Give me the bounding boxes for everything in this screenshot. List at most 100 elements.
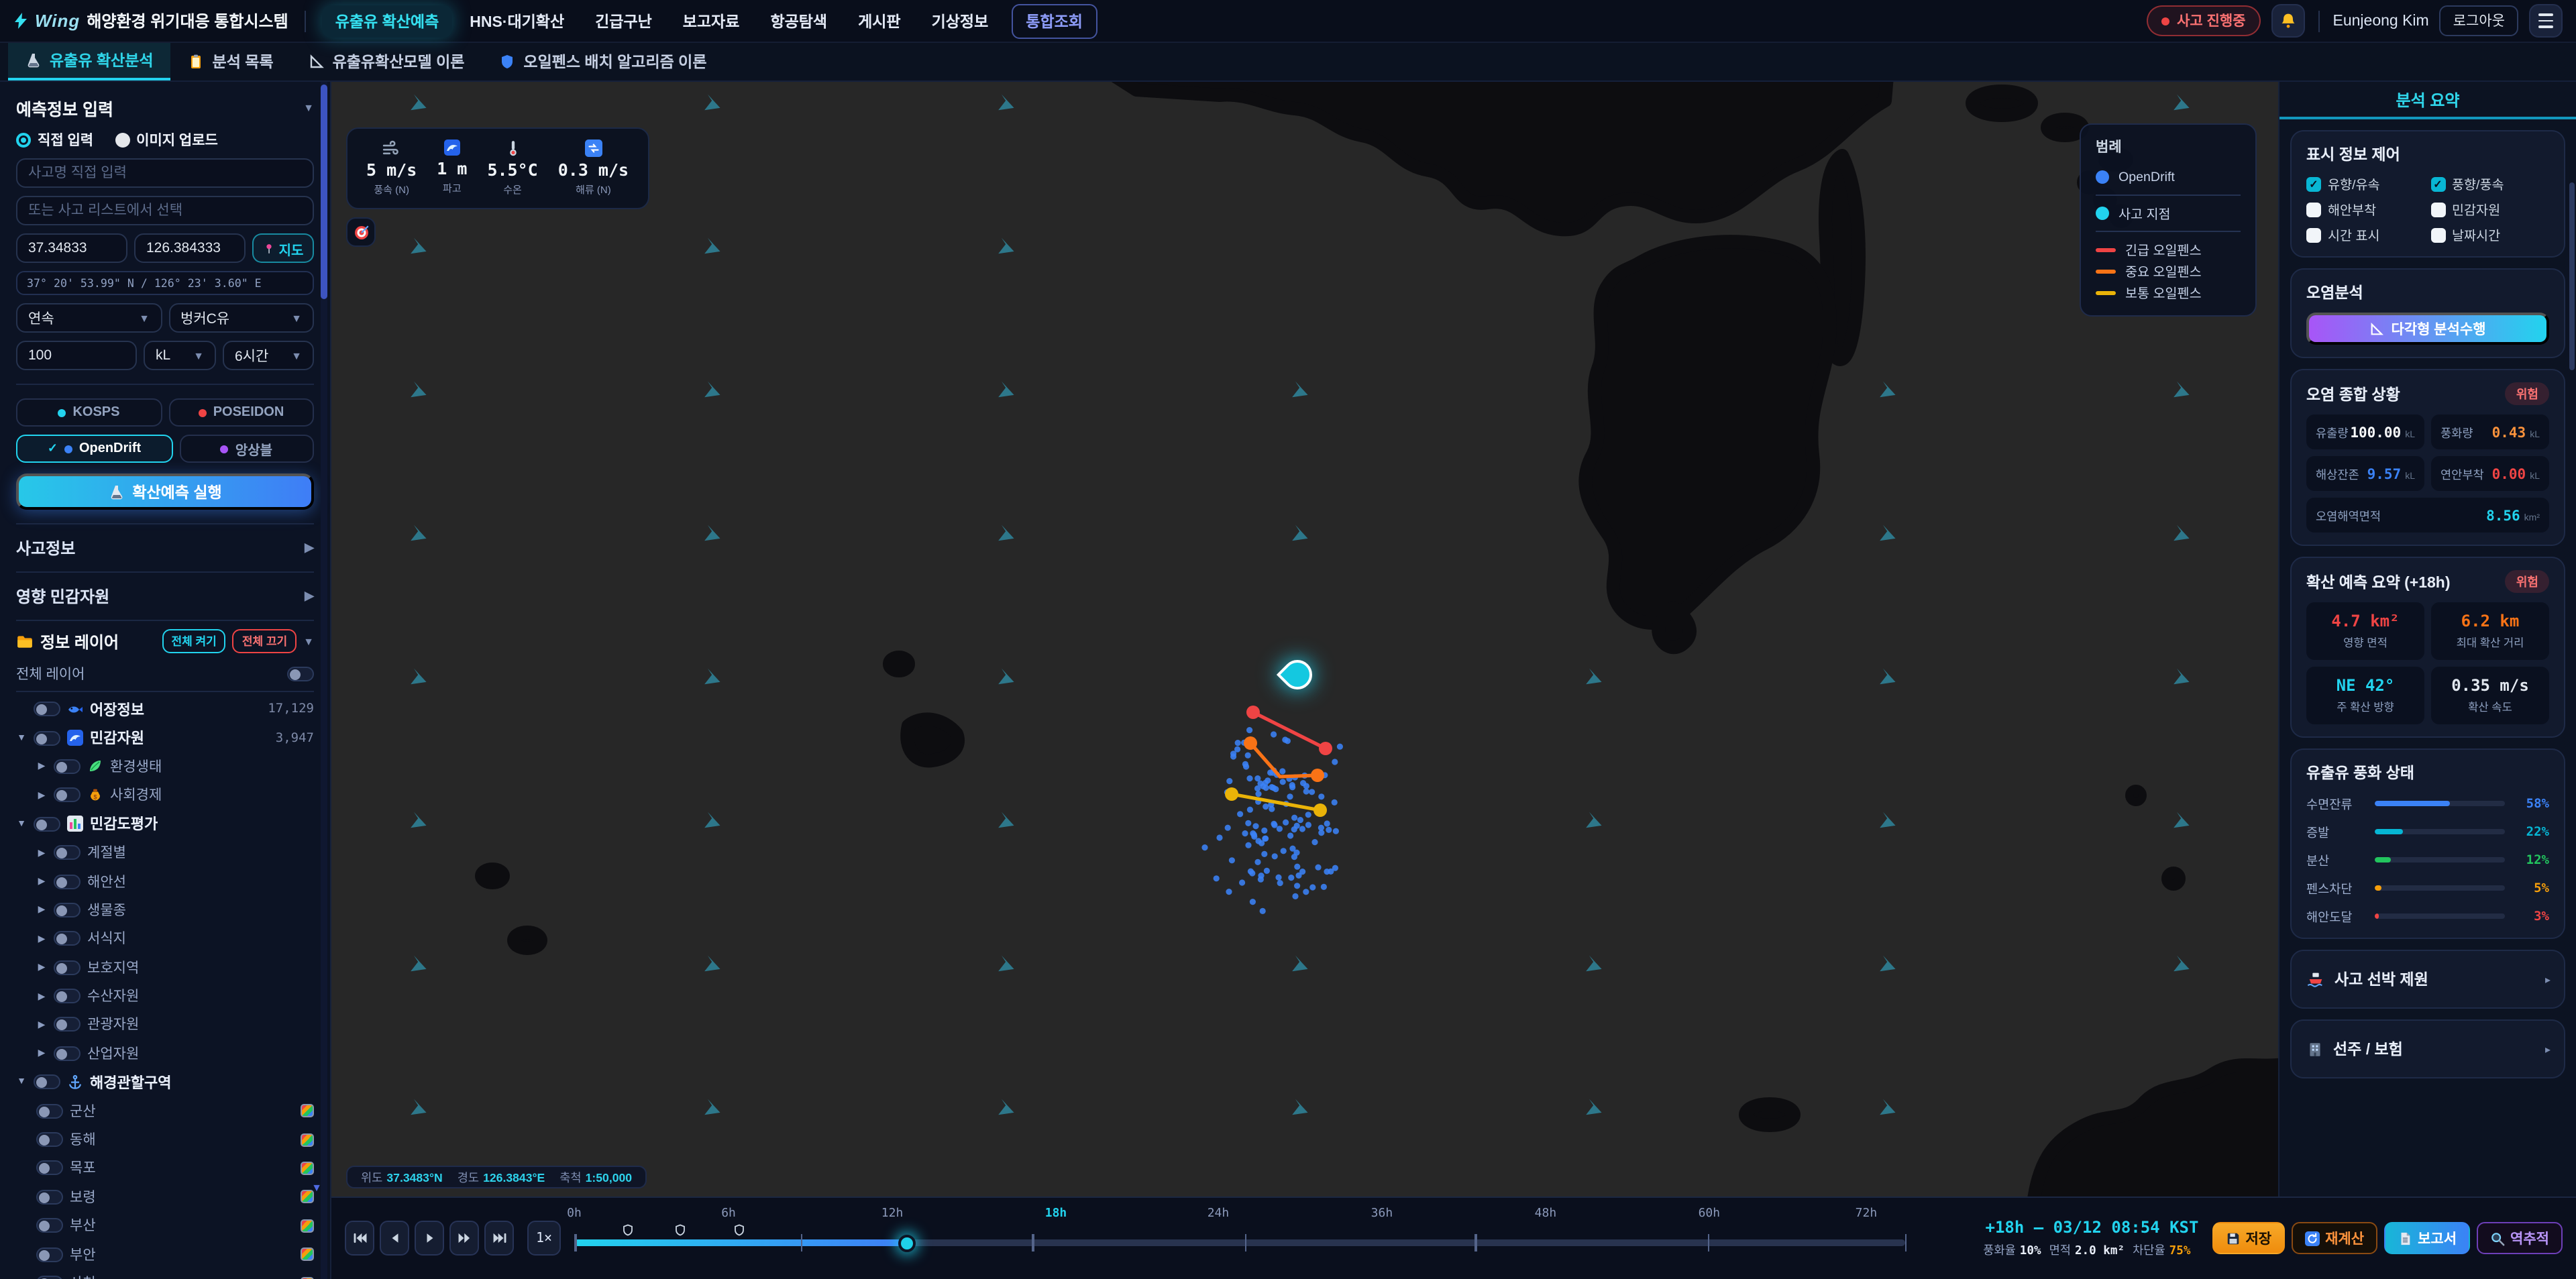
spill-mode-select[interactable]: 연속 ▼ xyxy=(16,303,162,333)
display-checkbox-풍향/풍속[interactable]: ✓ 풍향/풍속 xyxy=(2430,174,2549,193)
owner-insurance-card[interactable]: 선주 / 보험 ▸ xyxy=(2290,1019,2565,1078)
layer-row[interactable]: 사천 xyxy=(16,1269,314,1279)
layer-toggle[interactable] xyxy=(34,816,60,832)
nav-item[interactable]: 보고자료 xyxy=(682,14,740,30)
chevron-down-icon[interactable]: ▼ xyxy=(303,102,314,114)
timeline-track[interactable] xyxy=(574,1224,1907,1252)
layer-toggle[interactable] xyxy=(36,1276,63,1279)
display-checkbox-유향/유속[interactable]: ✓ 유향/유속 xyxy=(2306,174,2425,193)
expand-right-icon[interactable]: ▶ xyxy=(38,992,46,1002)
layer-row[interactable]: 부안 xyxy=(16,1240,314,1269)
layer-row[interactable]: ▶ 생물종 xyxy=(16,895,314,924)
layer-row[interactable]: ▶ 서식지 xyxy=(16,924,314,953)
layer-toggle[interactable] xyxy=(54,960,80,975)
notifications-button[interactable] xyxy=(2271,4,2305,38)
tab-item[interactable]: 오일펜스 배치 알고리즘 이론 xyxy=(482,43,724,80)
layer-toggle[interactable] xyxy=(54,787,80,803)
layer-row[interactable]: ▶ 산업자원 xyxy=(16,1039,314,1068)
layer-toggle[interactable] xyxy=(36,1160,63,1176)
layer-style-icon[interactable] xyxy=(301,1190,314,1204)
display-checkbox-시간 표시[interactable]: 시간 표시 xyxy=(2306,225,2425,244)
expand-right-icon[interactable]: ▶ xyxy=(38,905,46,915)
report-button[interactable]: 보고서 xyxy=(2384,1222,2471,1255)
layer-row[interactable]: ▶ 환경생태 xyxy=(16,753,314,781)
tab-item[interactable]: 유출유 확산분석 xyxy=(8,43,171,80)
expand-right-icon[interactable]: ▶ xyxy=(38,877,46,887)
save-button[interactable]: 저장 xyxy=(2212,1222,2286,1255)
nav-item[interactable]: 기상정보 xyxy=(931,14,989,30)
layer-row[interactable]: 동해 xyxy=(16,1125,314,1154)
layer-row[interactable]: ▶ 계절별 xyxy=(16,838,314,867)
model-chip-KOSPS[interactable]: KOSPS xyxy=(16,398,162,427)
longitude-input[interactable] xyxy=(134,233,246,263)
duration-select[interactable]: 6시간 ▼ xyxy=(223,341,314,370)
layer-toggle[interactable] xyxy=(54,1017,80,1032)
nav-item[interactable]: 긴급구난 xyxy=(595,14,652,30)
expand-right-icon[interactable]: ▶ xyxy=(38,791,46,801)
layer-row[interactable]: ▶ 수산자원 xyxy=(16,982,314,1011)
layer-toggle[interactable] xyxy=(54,874,80,889)
sidebar-scrollbar[interactable] xyxy=(321,82,327,1279)
display-checkbox-날짜시간[interactable]: 날짜시간 xyxy=(2430,225,2549,244)
radio-direct-input[interactable]: 직접 입력 xyxy=(16,130,93,150)
ship-spec-card[interactable]: 사고 선박 제원 ▸ xyxy=(2290,950,2565,1009)
accordion-impact-resources[interactable]: 영향 민감자원 ▶ xyxy=(16,588,314,606)
expand-right-icon[interactable]: ▶ xyxy=(38,1049,46,1059)
scroll-down-icon[interactable]: ▼ xyxy=(311,1182,322,1194)
recalc-button[interactable]: 재계산 xyxy=(2292,1222,2378,1255)
expand-right-icon[interactable]: ▶ xyxy=(38,762,46,772)
nav-item[interactable]: HNS·대기확산 xyxy=(470,14,565,30)
accordion-incident-info[interactable]: 사고정보 ▶ xyxy=(16,539,314,558)
timeline-slider[interactable]: 0h 6h 12h 18h 24h 36h 48h 60h 72h xyxy=(567,1198,1907,1279)
expand-down-icon[interactable]: ▼ xyxy=(17,733,26,743)
layer-style-icon[interactable] xyxy=(301,1247,314,1262)
recenter-target-button[interactable] xyxy=(346,217,376,247)
tab-item[interactable]: 분석 목록 xyxy=(171,43,291,80)
chevron-down-icon[interactable]: ▼ xyxy=(303,635,314,647)
layer-toggle[interactable] xyxy=(54,1046,80,1061)
layers-all-off-button[interactable]: 전체 끄기 xyxy=(232,629,297,653)
master-layer-toggle[interactable] xyxy=(287,667,314,681)
layer-row[interactable]: ▶ 해안선 xyxy=(16,867,314,896)
amount-input[interactable] xyxy=(16,341,137,370)
expand-down-icon[interactable]: ▼ xyxy=(17,1077,26,1087)
expand-right-icon[interactable]: ▶ xyxy=(38,963,46,973)
incident-name-input[interactable] xyxy=(16,158,314,188)
step-back-button[interactable] xyxy=(380,1221,409,1256)
unit-select[interactable]: kL ▼ xyxy=(144,341,216,370)
expand-right-icon[interactable]: ▶ xyxy=(38,1020,46,1030)
oil-type-select[interactable]: 벙커C유 ▼ xyxy=(168,303,314,333)
layer-row[interactable]: 군산 xyxy=(16,1097,314,1125)
run-prediction-button[interactable]: 확산예측 실행 xyxy=(16,474,314,510)
layer-row[interactable]: ▼ 민감도평가 xyxy=(16,810,314,838)
logout-button[interactable]: 로그아웃 xyxy=(2439,5,2518,36)
layer-row[interactable]: 보령 xyxy=(16,1182,314,1211)
map-pick-button[interactable]: 지도 xyxy=(252,233,314,263)
skip-start-button[interactable] xyxy=(345,1221,374,1256)
layer-row[interactable]: 목포 xyxy=(16,1154,314,1183)
model-chip-OpenDrift[interactable]: ✓ OpenDrift xyxy=(16,435,172,463)
layer-toggle[interactable] xyxy=(36,1103,63,1119)
playback-speed-button[interactable]: 1× xyxy=(527,1221,561,1256)
layer-toggle[interactable] xyxy=(36,1132,63,1148)
layer-row[interactable]: 어장정보 17,129 xyxy=(16,695,314,724)
layer-style-icon[interactable] xyxy=(301,1161,314,1175)
layers-all-on-button[interactable]: 전체 켜기 xyxy=(162,629,226,653)
model-chip-POSEIDON[interactable]: POSEIDON xyxy=(168,398,314,427)
layer-row[interactable]: ▼ 해경관할구역 xyxy=(16,1068,314,1097)
expand-right-icon[interactable]: ▶ xyxy=(38,934,46,944)
layer-toggle[interactable] xyxy=(54,989,80,1004)
polygon-analysis-button[interactable]: 다각형 분석수행 xyxy=(2306,313,2549,345)
expand-down-icon[interactable]: ▼ xyxy=(17,819,26,829)
nav-item[interactable]: 유출유 확산예측 xyxy=(321,5,453,37)
layer-row[interactable]: ▼ 민감자원 3,947 xyxy=(16,724,314,753)
layer-row[interactable]: ▶ 관광자원 xyxy=(16,1011,314,1040)
model-chip-앙상블[interactable]: 앙상블 xyxy=(179,435,314,463)
layer-style-icon[interactable] xyxy=(301,1219,314,1233)
layer-style-icon[interactable] xyxy=(301,1133,314,1147)
layer-toggle[interactable] xyxy=(54,759,80,774)
layer-row[interactable]: 부산 xyxy=(16,1211,314,1240)
display-checkbox-해안부착[interactable]: 해안부착 xyxy=(2306,200,2425,219)
layer-row[interactable]: ▶ 보호지역 xyxy=(16,953,314,982)
nav-item[interactable]: 항공탐색 xyxy=(770,14,828,30)
